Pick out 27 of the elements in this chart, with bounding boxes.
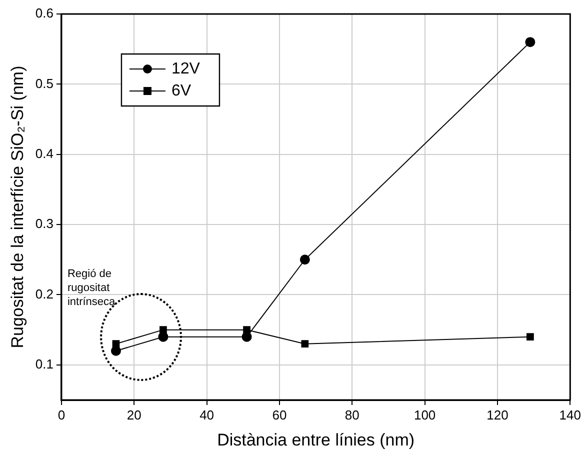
x-tick-label: 20 <box>126 407 142 422</box>
point <box>160 326 167 334</box>
y-tick-label: 0.2 <box>35 286 54 302</box>
y-tick-label: 0.5 <box>35 76 54 91</box>
y-axis-title: Rugositat de la interfície SiO₂-Si (nm) <box>8 66 27 348</box>
point <box>242 332 252 342</box>
y-tick-label: 0.6 <box>35 6 54 21</box>
point <box>526 333 534 341</box>
x-tick-label: 40 <box>200 407 214 422</box>
x-tick-label: 60 <box>272 407 287 422</box>
x-tick-label: 80 <box>344 407 360 422</box>
point <box>525 37 536 48</box>
x-tick-label: 120 <box>486 407 508 422</box>
x-axis-title: Distància entre línies (nm) <box>217 430 415 450</box>
legend-label: 12V <box>171 60 200 78</box>
y-tick-label: 0.1 <box>35 356 54 372</box>
point <box>300 254 310 265</box>
x-tick-label: 0 <box>58 407 66 422</box>
y-tick-label: 0.4 <box>35 146 54 161</box>
point <box>110 346 121 356</box>
x-tick-label: 100 <box>414 407 436 422</box>
y-tick-label: 0.3 <box>35 216 54 232</box>
point <box>158 332 168 342</box>
annotation: Regió de rugositat intrínseca <box>67 266 116 309</box>
legend-label: 6V <box>171 82 192 100</box>
x-tick-label: 140 <box>559 407 582 422</box>
point <box>301 340 309 348</box>
